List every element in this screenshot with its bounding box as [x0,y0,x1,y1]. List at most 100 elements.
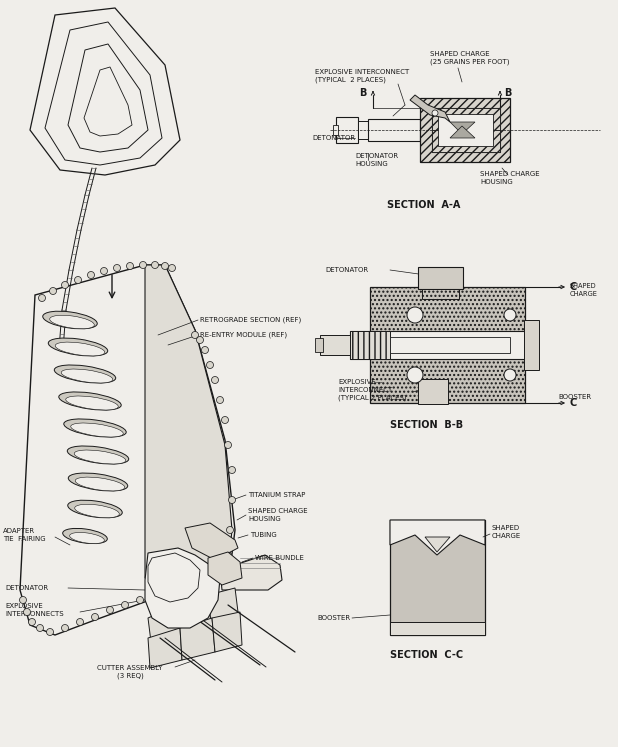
Circle shape [504,369,516,381]
Circle shape [46,628,54,636]
Circle shape [106,607,114,613]
Ellipse shape [54,365,116,383]
Polygon shape [145,265,232,590]
Circle shape [192,332,198,338]
Bar [350,331,530,359]
Bar [432,108,500,130]
Circle shape [166,592,174,598]
Text: TUBING: TUBING [250,532,277,538]
Circle shape [219,566,226,574]
Bar [368,119,420,141]
Bar [420,98,510,162]
Ellipse shape [49,315,95,329]
Polygon shape [178,595,212,640]
Text: SECTION  C-C: SECTION C-C [390,650,463,660]
Polygon shape [185,523,238,560]
Text: RETROGRADE SECTION (REF): RETROGRADE SECTION (REF) [200,317,301,323]
Circle shape [224,551,232,559]
Ellipse shape [59,392,121,410]
Polygon shape [450,122,475,134]
Polygon shape [450,126,475,138]
Circle shape [227,527,234,533]
Ellipse shape [55,342,105,356]
Circle shape [77,619,83,625]
Polygon shape [148,553,200,602]
Text: WIRE BUNDLE: WIRE BUNDLE [255,555,304,561]
Text: SHAPED CHARGE
(25 GRAINS PER FOOT): SHAPED CHARGE (25 GRAINS PER FOOT) [430,51,509,65]
Polygon shape [145,548,220,628]
Circle shape [161,262,169,270]
Polygon shape [45,22,162,165]
Circle shape [224,441,232,448]
Polygon shape [208,552,242,585]
Text: SECTION  B-B: SECTION B-B [390,420,463,430]
Polygon shape [208,588,240,632]
Bar [390,622,485,635]
Circle shape [229,466,235,474]
Bar [418,379,448,404]
Circle shape [36,624,43,631]
Text: SECTION  A-A: SECTION A-A [387,200,460,210]
Polygon shape [68,44,148,152]
Bar [350,331,390,359]
Text: DETONATOR: DETONATOR [325,267,368,273]
Text: BOOSTER: BOOSTER [558,394,591,400]
Circle shape [23,609,30,616]
Text: TITANIUM STRAP: TITANIUM STRAP [248,492,305,498]
Circle shape [38,294,46,302]
Circle shape [197,584,203,592]
Circle shape [91,613,98,621]
Text: DETONATOR
HOUSING: DETONATOR HOUSING [355,153,398,167]
Text: EXPLOSIVE
INTERCONNECTS: EXPLOSIVE INTERCONNECTS [5,604,64,617]
Text: ADAPTER
TIE  FAIRING: ADAPTER TIE FAIRING [3,528,46,542]
Polygon shape [148,605,180,650]
Circle shape [49,288,56,294]
Circle shape [101,267,108,274]
Circle shape [407,367,423,383]
Text: DETONATOR: DETONATOR [312,135,355,141]
Circle shape [62,624,69,631]
Text: B: B [504,88,512,98]
Ellipse shape [62,528,108,544]
Circle shape [206,362,213,368]
Bar [438,114,493,146]
Polygon shape [410,95,450,122]
Polygon shape [30,8,180,175]
Circle shape [197,336,203,344]
Bar [358,121,368,139]
Text: SHAPED CHARGE
HOUSING: SHAPED CHARGE HOUSING [248,508,308,521]
Ellipse shape [70,533,104,544]
Ellipse shape [74,450,125,464]
Polygon shape [20,265,235,635]
Circle shape [88,271,95,279]
Bar [320,335,352,355]
Bar [418,267,463,289]
Circle shape [114,264,121,271]
Circle shape [216,397,224,403]
Text: EXPLOSIVE—
INTERCONNECT
(TYPICAL 2 PLACES): EXPLOSIVE— INTERCONNECT (TYPICAL 2 PLACE… [338,379,407,400]
Circle shape [221,417,229,424]
Bar [390,520,485,635]
Circle shape [75,276,82,284]
Ellipse shape [75,504,119,518]
Circle shape [151,261,158,268]
Text: EXPLOSIVE INTERCONNECT
(TYPICAL  2 PLACES): EXPLOSIVE INTERCONNECT (TYPICAL 2 PLACES… [315,69,409,83]
Ellipse shape [75,477,125,491]
Polygon shape [425,537,450,552]
Ellipse shape [48,338,108,356]
Bar [422,289,459,299]
Text: RE-ENTRY MODULE (REF): RE-ENTRY MODULE (REF) [200,332,287,338]
Ellipse shape [66,396,118,410]
Circle shape [137,597,143,604]
Polygon shape [84,67,132,136]
Polygon shape [220,555,282,590]
Circle shape [140,261,146,268]
Bar [333,125,338,135]
Ellipse shape [61,369,112,383]
Text: DETONATOR: DETONATOR [5,585,48,591]
Text: C: C [570,398,577,408]
Circle shape [229,497,235,503]
Circle shape [151,595,158,601]
Circle shape [432,110,438,116]
Polygon shape [148,628,182,668]
